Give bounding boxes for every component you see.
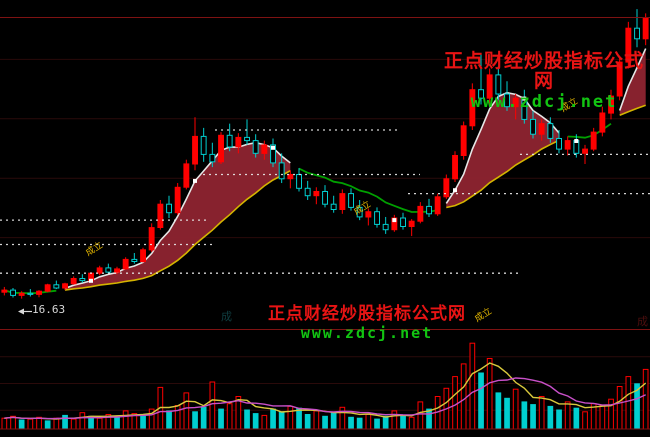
svg-text:成立: 成立 — [558, 95, 580, 115]
svg-text:成立: 成立 — [83, 239, 105, 259]
panel-divider-line — [0, 329, 650, 330]
price-pointer-arrow — [18, 308, 32, 315]
top-border-line — [0, 17, 650, 18]
volume-bar-canvas — [0, 342, 650, 430]
svg-text:成立: 成立 — [472, 305, 494, 325]
price-annotation-label: 16.63 — [32, 303, 66, 316]
price-chart-panel[interactable]: 成立 成立 成立 成立 — [0, 0, 650, 330]
volume-chart-panel[interactable] — [0, 330, 650, 437]
